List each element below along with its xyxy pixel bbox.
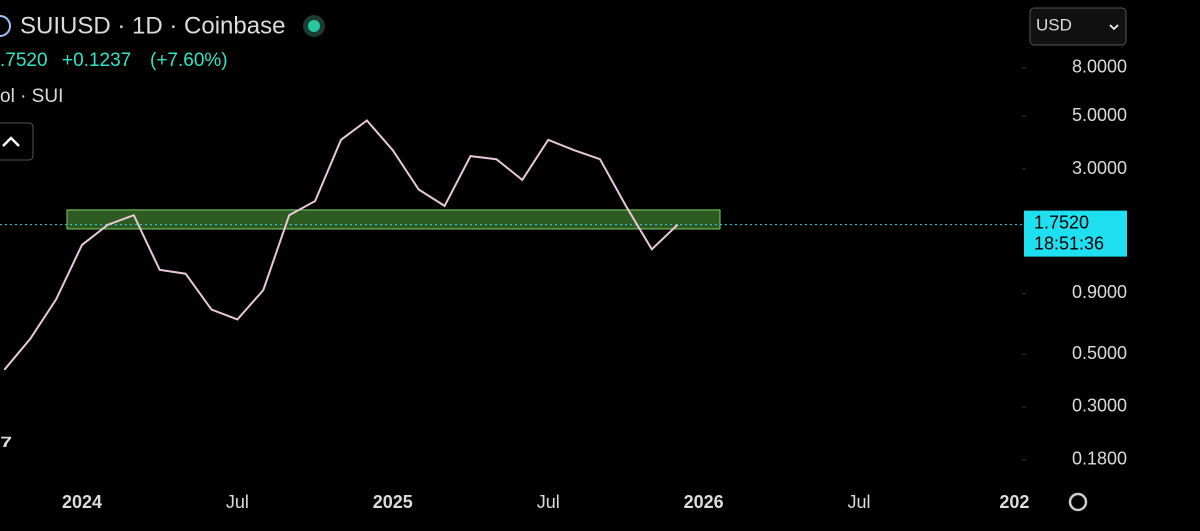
status-dot	[308, 20, 320, 32]
y-tick-label: 0.1800	[1072, 449, 1127, 469]
chevron-icon	[2, 136, 20, 147]
x-tick-label: Jul	[847, 492, 870, 512]
collapse-button[interactable]	[0, 122, 34, 161]
currency: USD	[1036, 15, 1072, 34]
y-tick-label: 5.0000	[1072, 105, 1127, 125]
logo: ⁷	[0, 429, 12, 462]
price-tag-countdown: 18:51:36	[1034, 233, 1104, 253]
y-tick-label: 0.9000	[1072, 282, 1127, 302]
x-tick-label: 2026	[684, 492, 724, 512]
y-tick-label: 3.0000	[1072, 158, 1127, 178]
settings-icon[interactable]	[1068, 492, 1088, 512]
x-tick-label: 2024	[62, 492, 102, 512]
dropdown-icon	[1109, 24, 1119, 31]
plot: 8.0000 5.0000 3.0000 0.9000 0.5000 0.3000 0.18…	[0, 56, 1127, 512]
currency-select[interactable]	[1029, 7, 1127, 46]
price-line	[3, 119, 679, 371]
x-tick-label: 2025	[373, 492, 413, 512]
price: .7520	[0, 50, 48, 71]
y-tick-label: 0.3000	[1072, 396, 1127, 416]
chart-title: SUIUSD · 1D · Coinbase	[20, 12, 285, 39]
price-tag	[1024, 210, 1127, 257]
support-zone	[66, 209, 721, 230]
change: +0.1237	[62, 50, 131, 71]
symbol-icon	[0, 15, 11, 37]
x-tick-label: 202	[999, 492, 1029, 512]
volume-label: ol · SUI	[0, 86, 63, 107]
y-tick-label: 0.5000	[1072, 343, 1127, 363]
y-tick-label: 8.0000	[1072, 56, 1127, 76]
change-pct: (+7.60%)	[150, 50, 228, 71]
x-tick-label: Jul	[537, 492, 560, 512]
x-tick-label: Jul	[226, 492, 249, 512]
price-tag-value: 1.7520	[1034, 212, 1089, 232]
